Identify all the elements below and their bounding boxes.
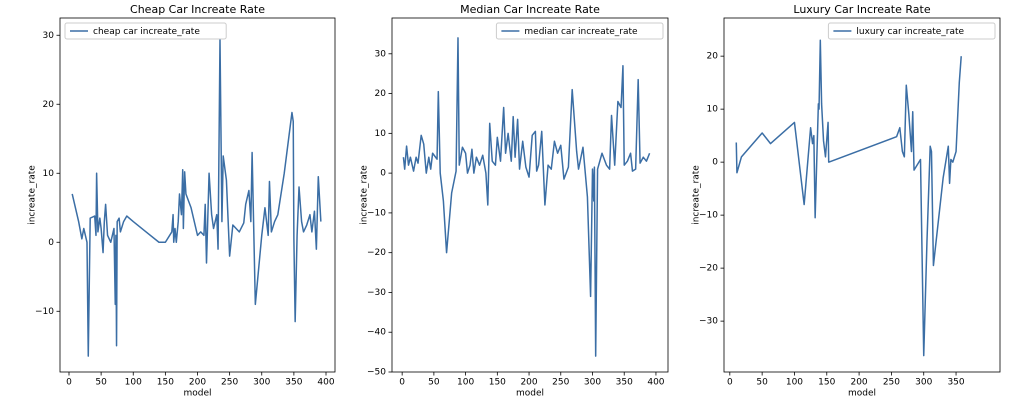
x-tick-label: 350 [616,378,633,388]
x-tick-label: 350 [947,378,964,388]
y-tick-label: −20 [367,248,386,258]
data-line [71,37,322,357]
y-tick-label: 0 [712,158,718,168]
x-tick-label: 400 [647,378,664,388]
x-axis-label: model [848,389,876,399]
chart-title: Median Car Increate Rate [460,3,600,16]
x-tick-label: 50 [756,378,768,388]
y-axis-label: increate_rate [28,165,38,225]
y-tick-label: −10 [699,211,718,221]
chart-title: Luxury Car Increate Rate [793,3,930,16]
plot-area [402,37,651,357]
axes-frame [59,17,336,373]
y-tick-label: 10 [375,129,387,139]
y-tick-label: 0 [48,238,54,248]
chart-title: Cheap Car Increate Rate [130,3,265,16]
x-tick-label: 300 [584,378,601,388]
data-line [402,37,651,357]
x-tick-label: 300 [915,378,932,388]
axes-frame [391,17,669,373]
x-tick-label: 200 [189,378,206,388]
y-axis-label: increate_rate [692,165,702,225]
y-tick-label: 10 [707,105,719,115]
data-line [735,39,962,357]
x-tick-label: 350 [285,378,302,388]
y-tick-label: 20 [707,52,719,62]
y-tick-label: −30 [367,288,386,298]
x-tick-label: 250 [883,378,900,388]
y-tick-label: −50 [367,368,386,378]
x-tick-label: 0 [727,378,733,388]
x-tick-label: 0 [66,378,72,388]
x-tick-label: 250 [221,378,238,388]
y-tick-label: −40 [367,328,386,338]
x-tick-label: 100 [125,378,142,388]
y-tick-label: −10 [35,307,54,317]
axes-frame [723,17,1001,373]
x-tick-label: 200 [520,378,537,388]
legend-box [495,22,664,40]
y-tick-label: −30 [699,317,718,327]
x-tick-label: 50 [95,378,107,388]
x-tick-label: 100 [457,378,474,388]
y-tick-label: 10 [43,169,55,179]
y-tick-label: 30 [375,49,387,59]
x-tick-label: 100 [786,378,803,388]
y-tick-label: −10 [367,208,386,218]
x-tick-label: 150 [818,378,835,388]
x-tick-label: 0 [399,378,405,388]
x-tick-label: 300 [253,378,270,388]
y-tick-label: 20 [43,100,55,110]
y-axis-label: increate_rate [360,165,370,225]
y-tick-label: 30 [43,31,55,41]
y-tick-label: −20 [699,264,718,274]
y-tick-label: 20 [375,89,387,99]
x-tick-label: 50 [428,378,440,388]
x-tick-label: 250 [552,378,569,388]
plot-area [735,39,962,357]
legend-label: cheap car increate_rate [93,27,200,37]
plot-area [71,37,322,357]
x-axis-label: model [516,389,544,399]
x-tick-label: 400 [317,378,334,388]
legend-label: luxury car increate_rate [856,27,964,37]
x-axis-label: model [183,389,211,399]
legend-box [64,22,227,40]
x-tick-label: 200 [850,378,867,388]
x-tick-label: 150 [157,378,174,388]
x-tick-label: 150 [489,378,506,388]
legend-label: median car increate_rate [524,27,638,37]
legend-box [827,22,996,40]
y-tick-label: 0 [380,169,386,179]
